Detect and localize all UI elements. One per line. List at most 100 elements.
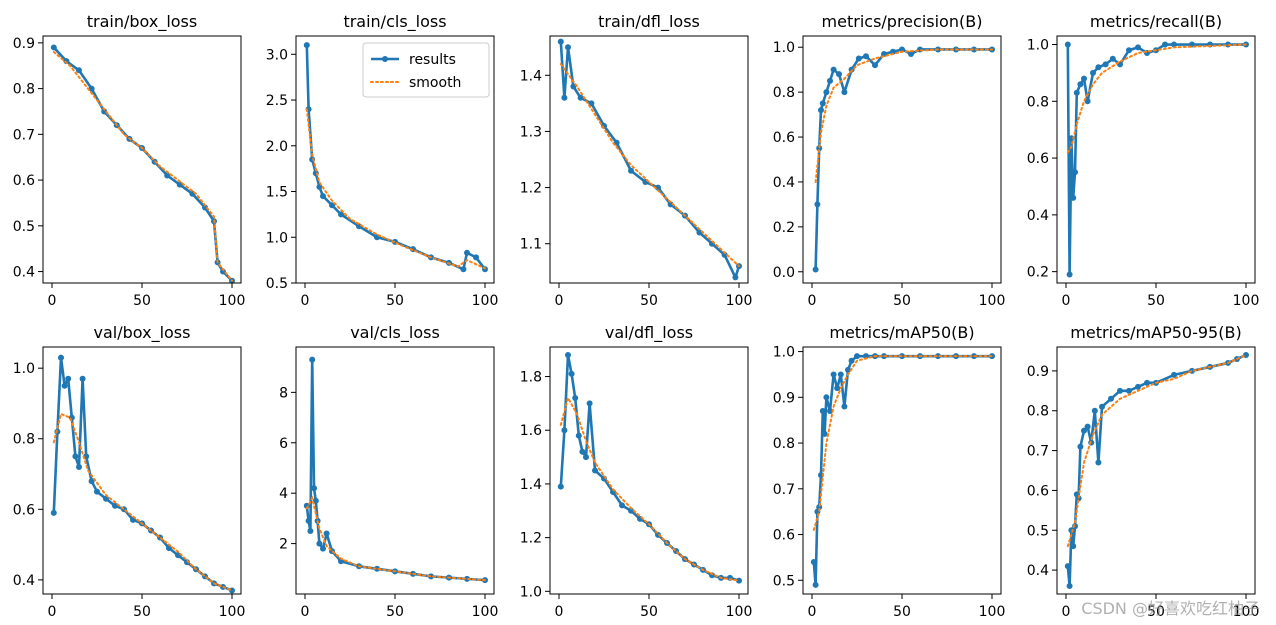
data-point-results xyxy=(565,44,571,51)
data-point-results xyxy=(579,448,586,455)
subplot-10: metrics/mAP50-95(B) 0 50 100 0.4 0.5 0.6 0.7 0.8… xyxy=(1027,323,1260,620)
subplot-title: val/dfl_loss xyxy=(605,323,693,343)
y-tick-label: 0.5 xyxy=(13,219,35,235)
data-point-results xyxy=(1126,387,1132,394)
y-tick-label: 3.0 xyxy=(266,47,288,63)
x-tick-label: 0 xyxy=(1062,604,1071,620)
y-tick-label: 0.0 xyxy=(773,265,795,281)
data-point-results xyxy=(76,463,82,470)
y-tick-label: 1.0 xyxy=(520,584,542,600)
data-point-results xyxy=(830,66,837,73)
y-tick-label: 0.8 xyxy=(13,82,35,98)
x-tick-label: 100 xyxy=(726,604,753,620)
data-point-results xyxy=(863,53,869,60)
subplot-1: train/box_loss 0 50 100 0.4 0.5 0.6 0.7 0.8 0.9 xyxy=(13,12,246,309)
x-tick-label: 100 xyxy=(1233,604,1260,620)
data-point-results xyxy=(890,48,896,55)
series-line-smooth xyxy=(1066,353,1247,548)
y-tick-label: 2.5 xyxy=(266,93,288,109)
x-tick-label: 0 xyxy=(301,604,310,620)
x-tick-label: 100 xyxy=(472,293,499,309)
data-point-results xyxy=(721,251,728,258)
data-point-results xyxy=(841,89,848,96)
y-tick-label: 0.8 xyxy=(1027,404,1049,420)
y-tick-label: 0.4 xyxy=(1027,208,1049,224)
y-tick-label: 0.8 xyxy=(773,436,795,452)
data-point-results xyxy=(565,352,571,359)
data-point-results xyxy=(812,581,819,588)
y-tick-label: 2.0 xyxy=(266,139,288,155)
y-tick-label: 1.5 xyxy=(266,185,288,201)
data-point-results xyxy=(827,408,833,415)
x-tick-label: 50 xyxy=(640,604,658,620)
y-tick-label: 1.6 xyxy=(520,423,542,439)
data-point-results xyxy=(971,46,977,53)
data-point-results xyxy=(1095,459,1102,466)
data-point-results xyxy=(667,201,674,208)
subplot-title: val/box_loss xyxy=(94,323,191,343)
x-tick-label: 0 xyxy=(48,604,57,620)
subplot-8: val/dfl_loss 0 50 100 1.0 1.2 1.4 1.6 1.8 xyxy=(520,323,753,620)
data-point-results xyxy=(818,107,824,114)
y-tick-label: 4 xyxy=(279,486,288,502)
data-point-results xyxy=(732,274,739,281)
series-line-results xyxy=(1066,353,1247,588)
data-point-results xyxy=(834,385,841,392)
legend-box xyxy=(362,42,490,98)
y-tick-label: 8 xyxy=(279,385,288,401)
y-tick-label: 0.4 xyxy=(13,573,35,589)
y-tick-label: 0.5 xyxy=(1027,523,1049,539)
data-point-results xyxy=(854,353,860,360)
y-tick-label: 0.6 xyxy=(1027,151,1049,167)
y-tick-label: 1.4 xyxy=(520,477,542,493)
axes-frame xyxy=(42,346,242,595)
x-tick-label: 0 xyxy=(555,604,564,620)
legend-marker-results xyxy=(382,56,388,62)
y-tick-label: 0.6 xyxy=(13,173,35,189)
x-tick-label: 0 xyxy=(808,293,817,309)
y-tick-label: 1.0 xyxy=(773,345,795,361)
data-point-results xyxy=(320,545,326,552)
x-tick-label: 0 xyxy=(301,293,310,309)
series-line-results xyxy=(52,356,233,592)
x-tick-label: 100 xyxy=(979,293,1006,309)
data-point-results xyxy=(1135,383,1141,390)
data-point-results xyxy=(855,55,862,62)
subplot-title: val/cls_loss xyxy=(350,323,440,343)
subplot-5: metrics/recall(B) 0 50 100 0.2 0.4 0.6 0.8 1.0 xyxy=(1027,12,1260,309)
data-point-results xyxy=(101,108,108,115)
x-tick-label: 0 xyxy=(808,604,817,620)
data-point-results xyxy=(473,254,479,261)
y-tick-label: 0.4 xyxy=(1027,563,1049,579)
subplot-title: train/box_loss xyxy=(87,12,197,32)
data-point-results xyxy=(164,172,171,179)
data-point-results xyxy=(841,403,848,410)
data-point-results xyxy=(655,184,661,191)
subplot-title: metrics/recall(B) xyxy=(1090,12,1222,31)
x-tick-label: 50 xyxy=(386,604,404,620)
data-point-results xyxy=(65,375,72,382)
data-point-results xyxy=(374,565,380,572)
data-point-results xyxy=(50,44,57,51)
data-point-results xyxy=(1081,427,1087,434)
legend-label-smooth: smooth xyxy=(409,75,461,91)
y-tick-label: 1.3 xyxy=(520,124,542,140)
y-tick-label: 0.6 xyxy=(13,502,35,518)
data-point-results xyxy=(303,42,310,49)
data-point-results xyxy=(568,370,575,377)
data-point-results xyxy=(1171,41,1177,48)
series-line-results xyxy=(559,353,740,582)
data-point-results xyxy=(814,201,821,208)
x-tick-label: 0 xyxy=(555,293,564,309)
data-point-results xyxy=(837,371,844,378)
data-point-results xyxy=(1243,351,1249,358)
data-point-results xyxy=(202,204,208,211)
legend: results smooth xyxy=(362,42,490,98)
x-tick-label: 50 xyxy=(1147,604,1165,620)
data-point-results xyxy=(908,50,914,57)
data-point-results xyxy=(827,77,833,84)
data-point-results xyxy=(561,94,568,101)
data-point-results xyxy=(311,485,317,492)
y-tick-label: 0.7 xyxy=(1027,444,1049,460)
